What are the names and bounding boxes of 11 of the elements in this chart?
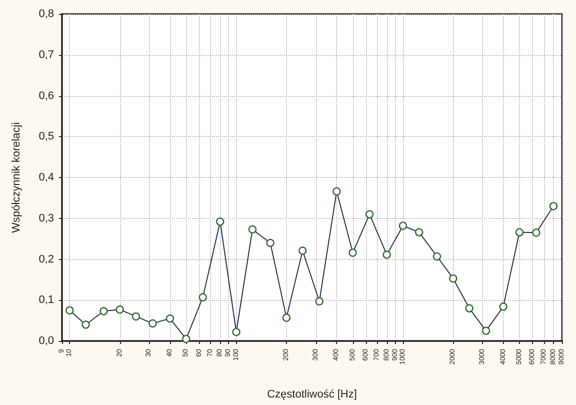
y-tick-label: 0,0 bbox=[38, 335, 54, 347]
x-axis-title: Częstotliwość [Hz] bbox=[267, 388, 357, 400]
y-tick-label: 0,4 bbox=[38, 172, 54, 184]
y-tick-label: 0,6 bbox=[38, 90, 54, 102]
y-tick-label: 0,2 bbox=[38, 253, 54, 266]
y-tick-label: 0,8 bbox=[38, 8, 54, 20]
y-axis-title: Współczynnik korelacji bbox=[10, 122, 22, 233]
y-tick-label: 0,7 bbox=[38, 48, 54, 61]
y-tick-label: 0,3 bbox=[38, 212, 54, 224]
y-tick-label: 0,5 bbox=[38, 130, 54, 143]
y-tick-label: 0,1 bbox=[38, 294, 54, 306]
